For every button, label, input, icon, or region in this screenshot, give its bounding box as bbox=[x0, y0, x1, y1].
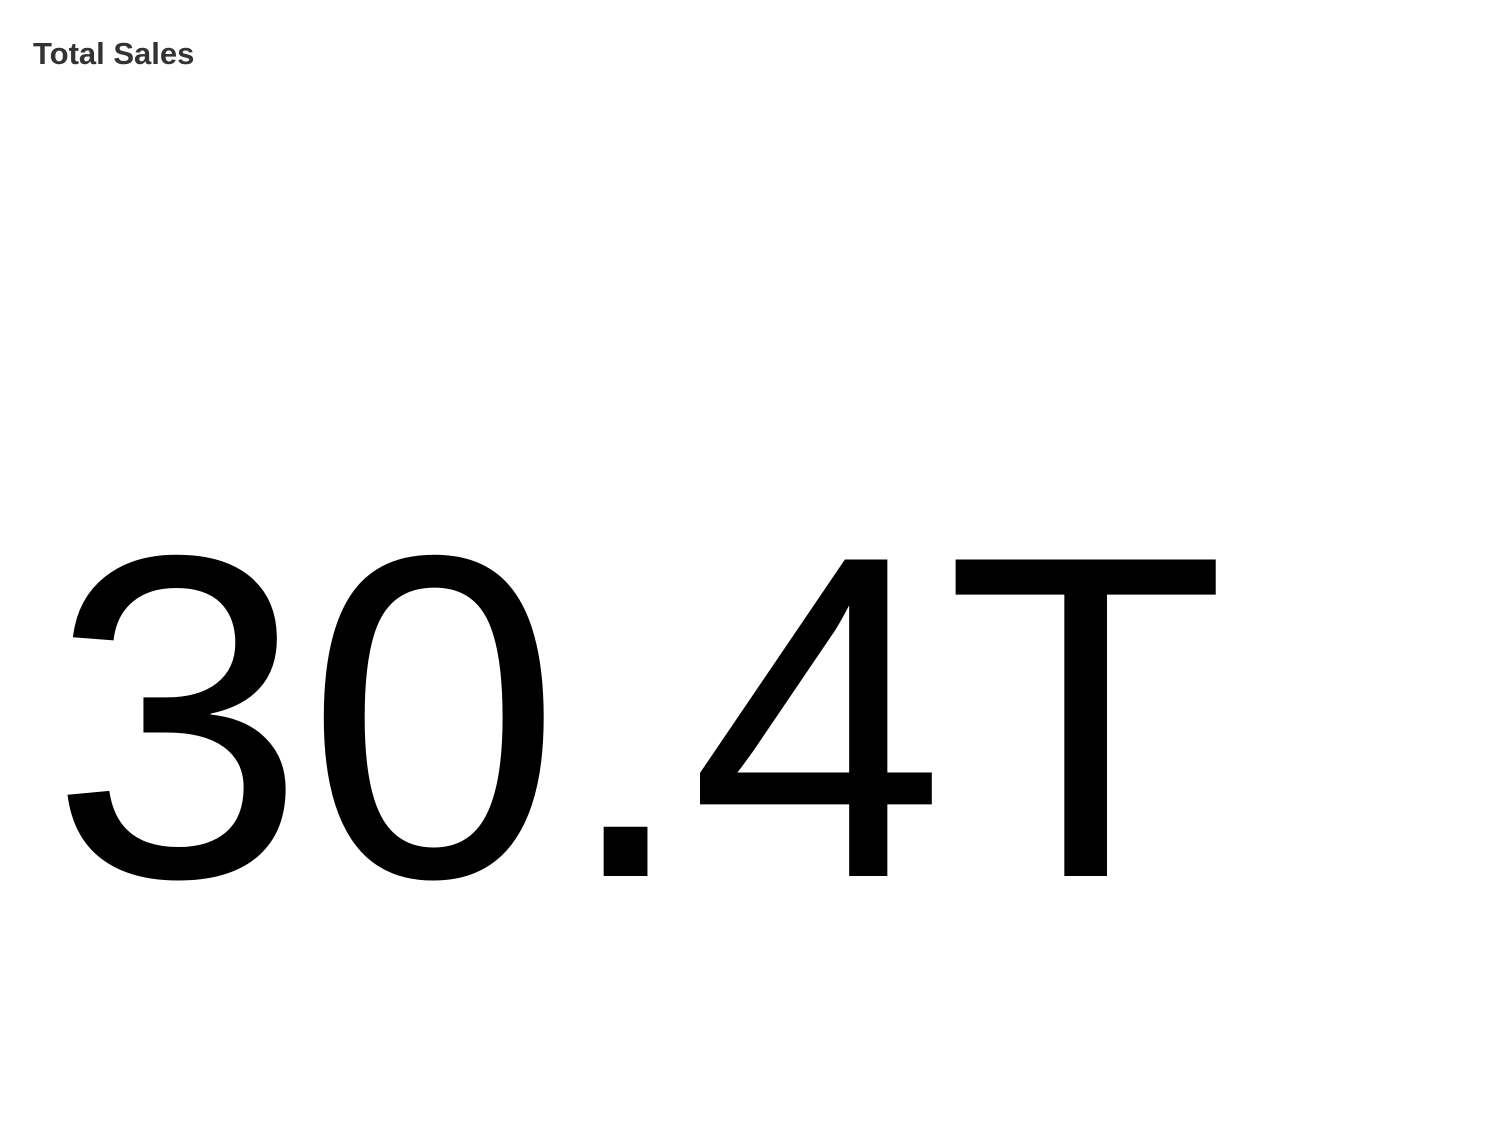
card-title: Total Sales bbox=[33, 36, 195, 71]
kpi-value: 30.4T bbox=[50, 461, 1227, 974]
